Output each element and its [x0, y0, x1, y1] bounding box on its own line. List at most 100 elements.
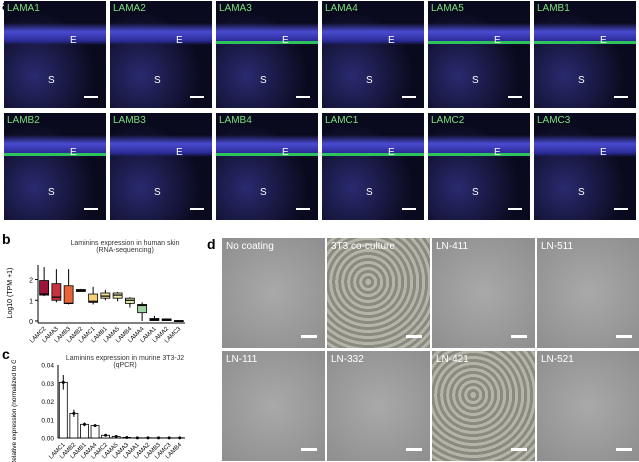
epidermis-label: E: [282, 35, 289, 46]
scale-bar: [402, 208, 416, 210]
stroma-label: S: [578, 75, 585, 86]
phase-contrast-tile: LN-332: [327, 351, 430, 461]
data-point: [146, 436, 150, 440]
epidermis-label: E: [494, 147, 501, 158]
box: [63, 285, 74, 304]
phase-contrast-tile: LN-421: [432, 351, 535, 461]
data-point: [135, 436, 139, 440]
data-point: [114, 435, 118, 439]
micrograph-tile: LAMC2 E S: [428, 113, 530, 220]
tile-label: LAMB2: [7, 115, 40, 126]
epidermis-label: E: [388, 35, 395, 46]
tile-label: LAMC2: [431, 115, 465, 126]
scale-bar: [511, 448, 527, 451]
tile-label: LAMA5: [431, 3, 464, 14]
tile-label: LN-411: [436, 241, 469, 252]
tile-label: LN-511: [541, 241, 574, 252]
tile-label: LAMC3: [537, 115, 571, 126]
stroma-label: S: [48, 75, 55, 86]
scale-bar: [614, 96, 628, 98]
epidermis-label: E: [494, 35, 501, 46]
scale-bar: [402, 96, 416, 98]
tile-label: LAMA3: [219, 3, 252, 14]
chart-c-title: Laminins expression in murine 3T3-J2 (qPC…: [65, 355, 185, 369]
phase-contrast-tile: LN-521: [537, 351, 639, 461]
scale-bar: [84, 96, 98, 98]
micrograph-tile: LAMC1 E S: [322, 113, 424, 220]
box: [137, 304, 148, 314]
epidermis-label: E: [388, 147, 395, 158]
y-tick-label: 0: [29, 319, 33, 326]
tile-label: LN-111: [226, 354, 258, 365]
micrograph-tile: LAMA1 E S: [4, 1, 106, 108]
tile-label: LN-521: [541, 354, 574, 365]
y-tick-label: 0.03: [41, 381, 54, 388]
data-point: [178, 436, 182, 440]
tile-label: No coating: [226, 241, 274, 252]
bar: [80, 423, 89, 439]
data-point: [167, 436, 171, 440]
micrograph-tile: LAMC3 E S: [534, 113, 636, 220]
scale-bar: [616, 448, 632, 451]
epidermis-label: E: [70, 147, 77, 158]
stroma-label: S: [366, 75, 373, 86]
stroma-label: S: [472, 187, 479, 198]
epidermis-label: E: [282, 147, 289, 158]
phase-contrast-tile: LN-511: [537, 238, 639, 348]
scale-bar: [511, 335, 527, 338]
epidermis-label: E: [600, 35, 607, 46]
data-point: [72, 411, 76, 415]
micrograph-tile: LAMA4 E S: [322, 1, 424, 108]
epidermis-label: E: [176, 147, 183, 158]
chart-b-title: Laminins expression in human skin (RNA-se…: [70, 240, 180, 254]
phase-contrast-tile: No coating: [222, 238, 325, 348]
y-tick-label: 0.04: [41, 363, 54, 370]
micrograph-tile: LAMA2 E S: [110, 1, 212, 108]
tile-label: LAMB4: [219, 115, 252, 126]
scale-bar: [296, 96, 310, 98]
scale-bar: [190, 208, 204, 210]
tile-label: LAMA2: [113, 3, 146, 14]
phase-contrast-tile: 3T3 co-culture: [327, 238, 430, 348]
y-tick-label: 0.01: [41, 417, 54, 424]
tile-label: LN-332: [331, 354, 364, 365]
scale-bar: [406, 448, 422, 451]
data-point: [104, 433, 108, 437]
scale-bar: [301, 448, 317, 451]
y-tick-label: 0.02: [41, 399, 54, 406]
y-axis-label: Relative expression (normalized to GAPDH…: [11, 360, 18, 462]
panel-label-d: d: [207, 236, 216, 252]
stroma-label: S: [472, 75, 479, 86]
bar: [69, 412, 79, 439]
y-tick-label: 0.00: [41, 436, 54, 443]
box: [39, 280, 50, 296]
tile-label: 3T3 co-culture: [331, 241, 395, 252]
epidermis-label: E: [176, 35, 183, 46]
micrograph-tile: LAMB3 E S: [110, 113, 212, 220]
scale-bar: [301, 335, 317, 338]
tile-label: LAMA1: [7, 3, 40, 14]
micrograph-tile: LAMA3 E S: [216, 1, 318, 108]
stroma-label: S: [154, 187, 161, 198]
tile-label: LAMB1: [537, 3, 570, 14]
stroma-label: S: [260, 75, 267, 86]
scale-bar: [406, 335, 422, 338]
y-tick-label: 1: [29, 298, 33, 305]
data-point: [61, 380, 65, 384]
scale-bar: [296, 208, 310, 210]
data-point: [157, 436, 161, 440]
scale-bar: [190, 96, 204, 98]
stroma-label: S: [260, 187, 267, 198]
phase-contrast-tile: LN-411: [432, 238, 535, 348]
tile-label: LAMB3: [113, 115, 146, 126]
scale-bar: [614, 208, 628, 210]
epidermis-label: E: [70, 35, 77, 46]
bar-chart: 0.00 0.01 0.02 0.03 0.04 Relative expression …: [11, 360, 185, 462]
tile-label: LAMA4: [325, 3, 358, 14]
stroma-label: S: [154, 75, 161, 86]
tile-label: LAMC1: [325, 115, 359, 126]
epidermis-label: E: [600, 147, 607, 158]
micrograph-tile: LAMB2 E S: [4, 113, 106, 220]
scale-bar: [508, 96, 522, 98]
